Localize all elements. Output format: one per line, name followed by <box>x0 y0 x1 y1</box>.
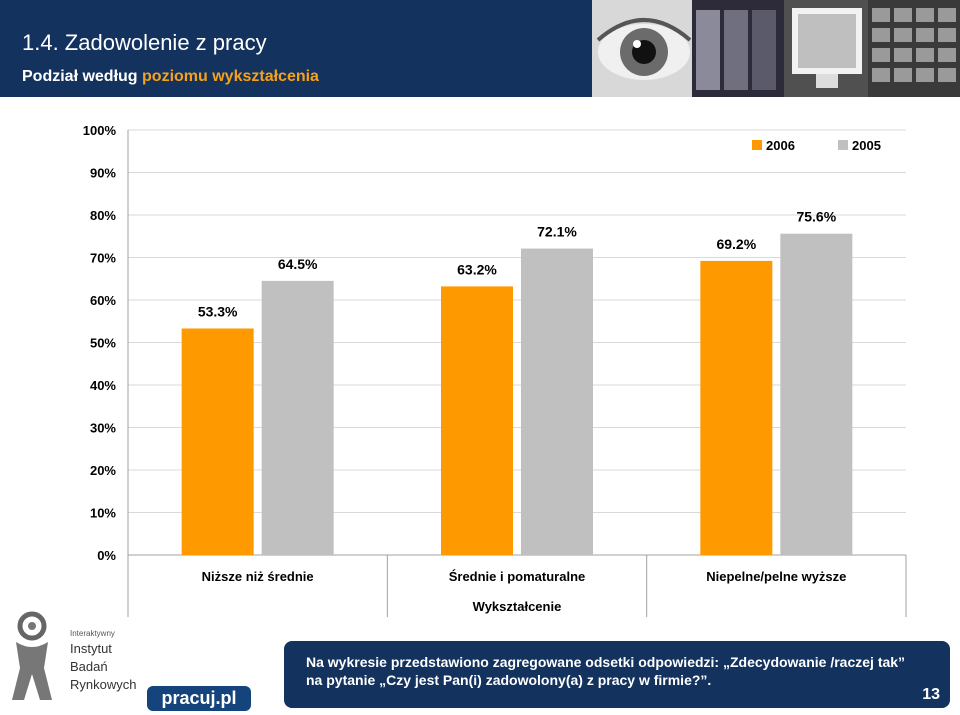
bar-2005-1 <box>261 280 334 555</box>
legend-swatch-2006 <box>752 140 762 150</box>
institute-line1: Instytut <box>70 641 112 656</box>
bar-2005-2 <box>521 248 593 555</box>
y-tick-label: 30% <box>90 421 116 436</box>
bar-2005-3 <box>780 233 853 555</box>
institute-line2: Badań <box>70 659 108 674</box>
page-subtitle: Podział według poziomu wykształcenia <box>22 68 319 86</box>
legend-label-2005: 2005 <box>852 138 881 153</box>
x-axis-label: Wykształcenie <box>473 599 562 614</box>
y-tick-label: 90% <box>90 166 116 181</box>
subtitle-accent: poziomu wykształcenia <box>142 68 319 85</box>
y-tick-label: 60% <box>90 293 116 308</box>
eye-photo <box>592 0 692 97</box>
note-text: Na wykresie przedstawiono zagregowane od… <box>306 654 906 688</box>
legend-swatch-2005 <box>838 140 848 150</box>
x-category-label: Niepelne/pelne wyższe <box>706 569 846 584</box>
x-category-label: Niższe niż średnie <box>202 569 314 584</box>
page-number: 13 <box>922 686 940 703</box>
subtitle-prefix: Podział według <box>22 68 138 85</box>
institute-line3: Rynkowych <box>70 677 137 692</box>
legend-label-2006: 2006 <box>766 138 795 153</box>
y-tick-label: 100% <box>83 123 117 138</box>
page-title: 1.4. Zadowolenie z pracy <box>22 30 267 55</box>
bar-2006-1 <box>181 328 254 555</box>
institute-logo-area: Interaktywny Instytut Badań Rynkowych <box>0 600 280 715</box>
data-label: 64.5% <box>278 256 318 272</box>
y-tick-label: 20% <box>90 463 116 478</box>
data-label: 69.2% <box>716 236 756 252</box>
data-label: 72.1% <box>537 224 577 240</box>
monitor-photo <box>784 0 868 97</box>
iibr-figure-icon <box>12 611 52 700</box>
institute-small-label: Interaktywny <box>70 629 115 638</box>
keyboard-photo <box>868 0 960 97</box>
header-banner: 1.4. Zadowolenie z pracy Podział według … <box>0 0 592 97</box>
y-tick-label: 50% <box>90 336 116 351</box>
bar-chart: 0% 10% 20% 30% 40% 50% 60% 70% 80% 90% 100% 53.3% 64… <box>83 123 907 617</box>
pracuj-logo: pracuj.pl <box>147 686 251 711</box>
y-tick-label: 0% <box>97 548 116 563</box>
x-category-label: Średnie i pomaturalne <box>449 569 586 584</box>
bar-2006-3 <box>700 260 773 555</box>
keyboard-keys-photo <box>692 0 784 97</box>
data-label: 63.2% <box>457 261 497 277</box>
header-photo-strip <box>592 0 960 97</box>
y-tick-label: 70% <box>90 251 116 266</box>
note-box: Na wykresie przedstawiono zagregowane od… <box>284 641 950 708</box>
data-label: 53.3% <box>198 303 238 319</box>
institute-name: Interaktywny Instytut Badań Rynkowych <box>70 628 136 694</box>
bar-2006-2 <box>441 286 513 555</box>
y-tick-label: 40% <box>90 378 116 393</box>
y-tick-label: 80% <box>90 208 116 223</box>
y-tick-label: 10% <box>90 506 116 521</box>
data-label: 75.6% <box>796 209 836 225</box>
chart-area: 0% 10% 20% 30% 40% 50% 60% 70% 80% 90% 100% 53.3% 64… <box>62 112 910 618</box>
